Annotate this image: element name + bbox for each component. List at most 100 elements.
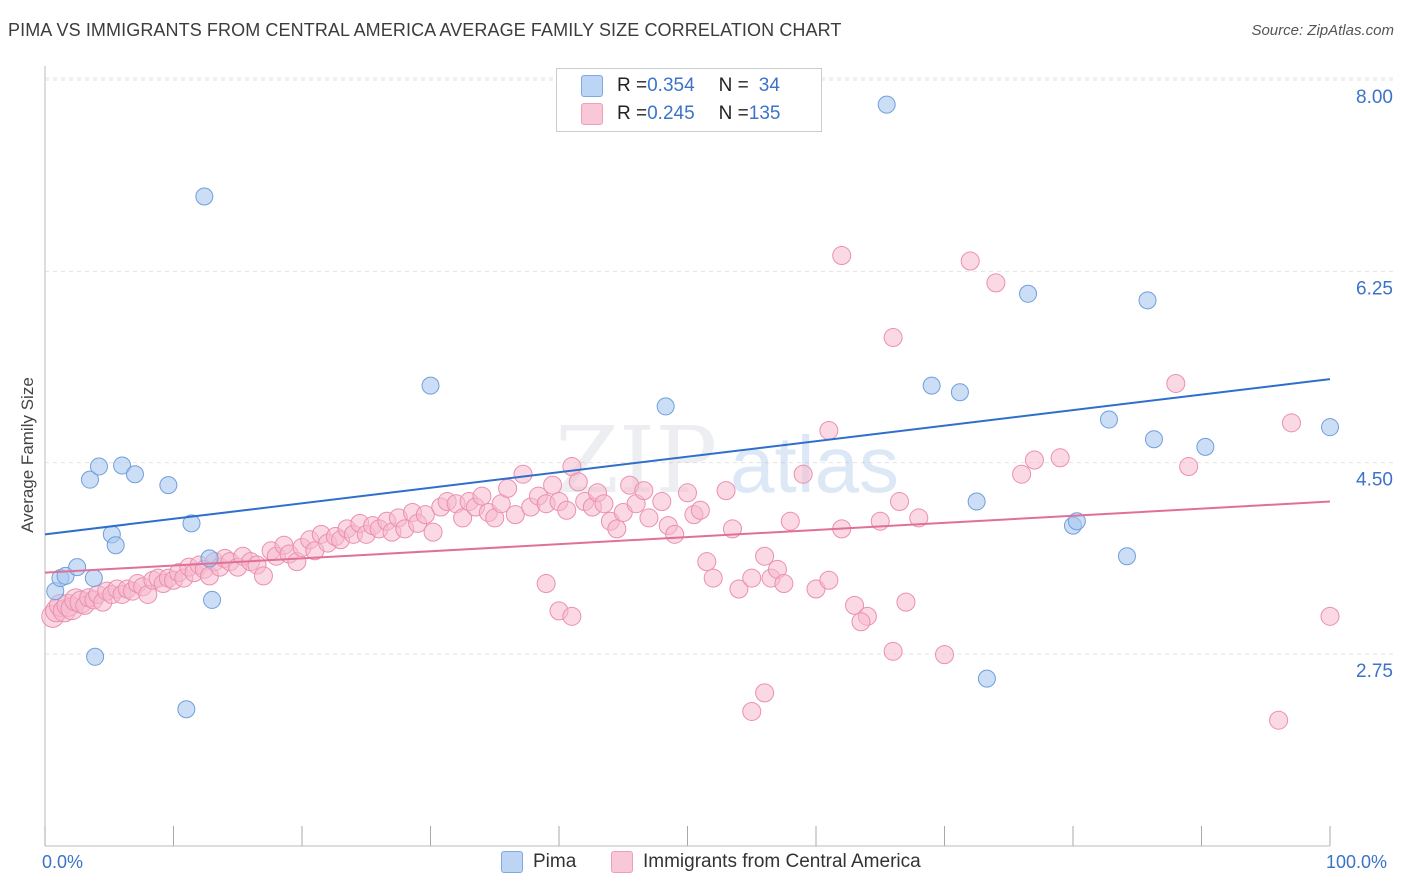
pima-point-28 [1099, 410, 1118, 429]
pima-swatch [581, 75, 603, 97]
bottom-immigrants-label: Immigrants from Central America [643, 851, 921, 872]
pima-point-20 [877, 95, 896, 114]
immigrants-point-109 [716, 481, 736, 501]
immigrants-point-136 [1012, 464, 1032, 484]
immigrants-r-label: R = [617, 103, 648, 124]
pima-point-19 [656, 397, 675, 416]
immigrants-point-141 [1320, 606, 1340, 626]
immigrants-point-100 [639, 508, 659, 528]
bottom-legend-immigrants: Immigrants from Central America [611, 851, 921, 873]
y-tick-labels: 8.00 6.25 4.50 2.75 [1356, 87, 1393, 682]
pima-point-16 [86, 647, 105, 666]
immigrants-point-95 [607, 519, 627, 539]
immigrants-point-129 [562, 606, 582, 626]
pima-point-6 [89, 457, 108, 476]
immigrants-point-80 [505, 505, 525, 525]
pima-point-11 [159, 476, 178, 495]
pima-point-22 [950, 383, 969, 402]
immigrants-point-42 [253, 566, 273, 586]
pima-point-32 [1196, 437, 1215, 456]
pima-trend-line [44, 378, 1331, 536]
immigrants-point-120 [819, 570, 839, 590]
pima-point-14 [203, 590, 222, 609]
pima-point-25 [1019, 284, 1038, 303]
pima-n-label: N = [718, 75, 749, 96]
legend-row-immigrants: R = 0.245 N = 135 [581, 103, 780, 125]
pima-point-13 [195, 187, 214, 206]
pima-point-10 [125, 465, 144, 484]
immigrants-n-label: N = [718, 103, 749, 124]
y-tick-label-0: 8.00 [1356, 87, 1393, 108]
immigrants-point-147 [1166, 373, 1186, 393]
immigrants-point-118 [793, 464, 813, 484]
immigrants-point-113 [755, 546, 775, 566]
immigrants-point-142 [819, 420, 839, 440]
pima-point-18 [421, 376, 440, 395]
bottom-legend-pima: Pima [501, 851, 576, 873]
immigrants-point-145 [960, 251, 980, 271]
immigrants-point-130 [742, 701, 762, 721]
source-credit: Source: ZipAtlas.com [1251, 22, 1394, 39]
chart-title: PIMA VS IMMIGRANTS FROM CENTRAL AMERICA … [8, 20, 842, 40]
immigrants-point-101 [652, 492, 672, 512]
immigrants-point-99 [634, 481, 654, 501]
pima-point-24 [977, 669, 996, 688]
pima-point-3 [68, 558, 87, 577]
immigrants-point-111 [729, 579, 749, 599]
x-tick-label-min: 0.0% [42, 852, 84, 872]
immigrants-point-67 [415, 505, 435, 525]
pima-point-31 [1144, 430, 1163, 449]
bottom-immigrants-swatch [611, 851, 633, 873]
immigrants-point-89 [568, 472, 588, 492]
immigrants-point-72 [453, 508, 473, 528]
immigrants-point-79 [498, 478, 518, 498]
trend-lines [44, 378, 1331, 574]
x-tick-label-max: 100.0% [1326, 852, 1388, 872]
immigrants-point-135 [935, 645, 954, 665]
immigrants-point-125 [890, 492, 910, 512]
pima-point-5 [80, 470, 99, 489]
immigrants-point-137 [1024, 450, 1044, 470]
immigrants-point-112 [742, 568, 762, 588]
immigrants-point-68 [423, 522, 443, 542]
immigrants-point-85 [543, 475, 563, 495]
pima-point-33 [1321, 418, 1339, 437]
immigrants-point-127 [536, 574, 556, 594]
immigrants-point-103 [665, 524, 685, 544]
immigrants-r-value: 0.245 [647, 103, 695, 124]
immigrants-point-116 [774, 574, 794, 594]
immigrants-point-81 [513, 464, 533, 484]
series-pima-points [46, 95, 1339, 719]
immigrants-point-93 [594, 494, 614, 514]
pima-r-label: R = [617, 75, 648, 96]
pima-point-17 [177, 700, 196, 719]
immigrants-point-107 [697, 552, 717, 572]
legend-row-pima: R = 0.354 N = 34 [581, 75, 780, 97]
axes [44, 66, 1331, 847]
legend: R = 0.354 N = 34 R = 0.245 N = 135 [556, 68, 822, 132]
y-tick-label-1: 6.25 [1356, 278, 1393, 299]
immigrants-point-133 [883, 641, 903, 661]
immigrants-point-87 [557, 500, 577, 520]
pima-point-8 [106, 536, 125, 555]
pima-point-21 [922, 376, 941, 395]
immigrants-point-122 [845, 595, 865, 615]
immigrants-point-108 [703, 568, 723, 588]
pima-point-4 [84, 569, 103, 588]
y-tick-label-3: 2.75 [1356, 661, 1393, 682]
pima-r-value: 0.354 [647, 75, 695, 96]
pima-point-30 [1138, 291, 1157, 310]
immigrants-point-140 [1269, 710, 1289, 730]
immigrants-point-146 [986, 273, 1006, 293]
immigrants-point-104 [678, 483, 697, 503]
pima-point-9 [113, 456, 132, 475]
immigrants-point-143 [832, 246, 852, 266]
bottom-pima-swatch [501, 851, 523, 873]
immigrants-point-106 [690, 500, 710, 520]
pima-n-value: 34 [758, 75, 780, 96]
immigrants-point-134 [896, 592, 916, 612]
immigrants-point-139 [1179, 457, 1199, 477]
immigrants-n-value: 135 [748, 103, 781, 124]
immigrants-point-148 [1281, 413, 1301, 433]
immigrants-point-144 [883, 328, 903, 348]
